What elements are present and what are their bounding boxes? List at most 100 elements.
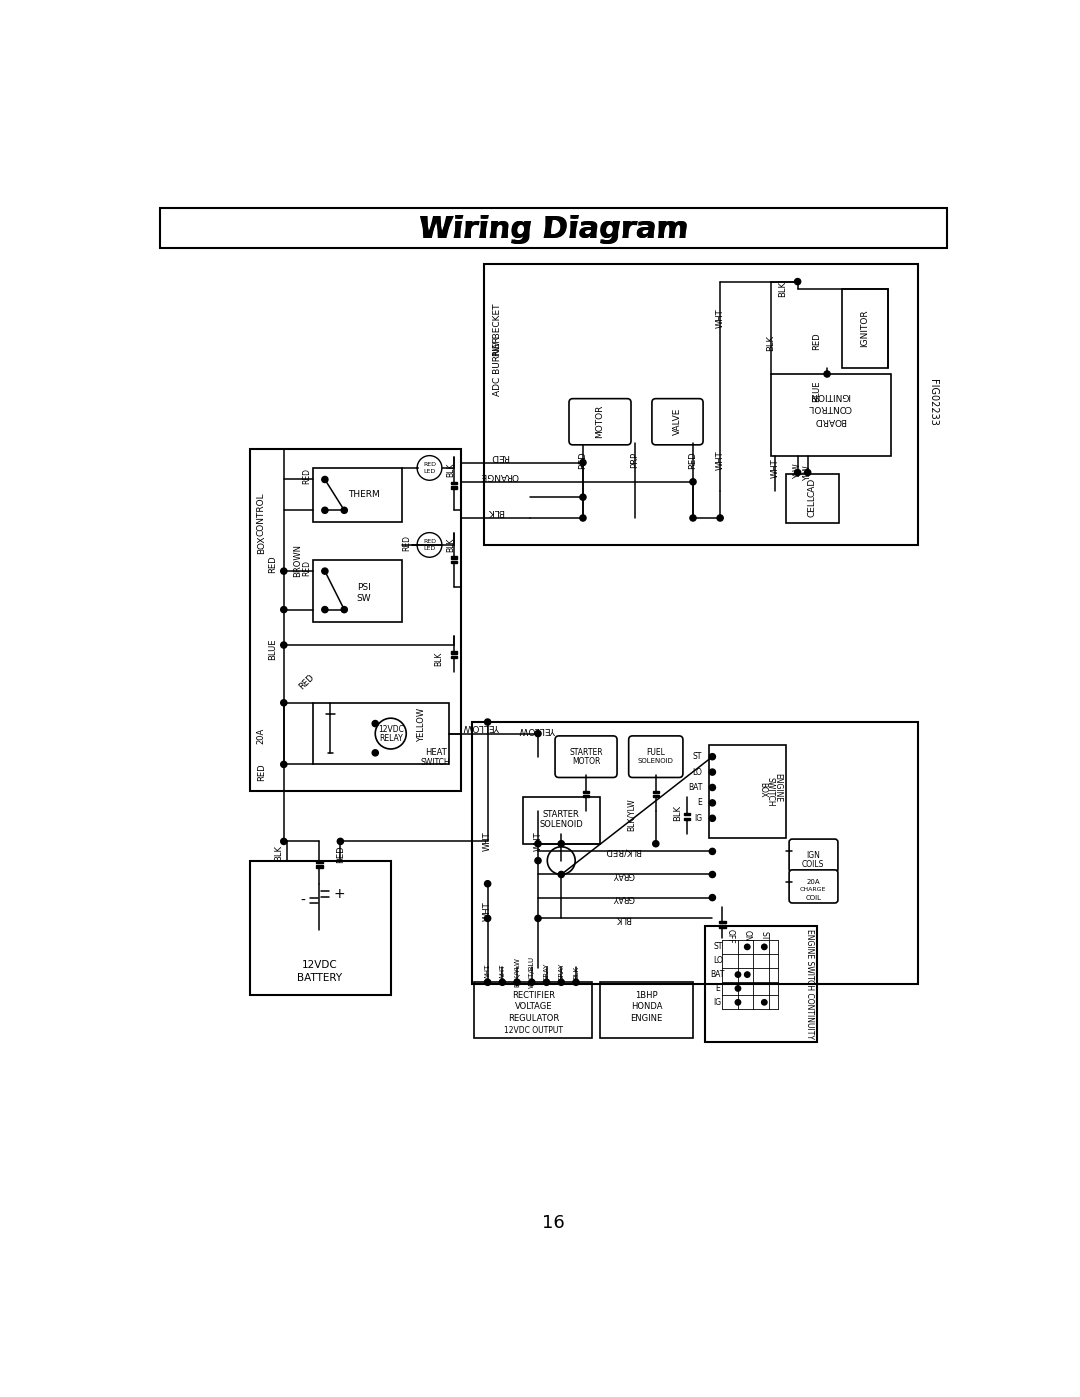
Text: BLK: BLK xyxy=(446,538,455,552)
Text: IGNITION: IGNITION xyxy=(810,391,851,400)
Text: RED: RED xyxy=(490,451,509,461)
Text: RELAY: RELAY xyxy=(379,733,403,743)
Circle shape xyxy=(322,569,328,574)
Text: E: E xyxy=(715,983,720,993)
Text: 12VDC: 12VDC xyxy=(378,725,404,735)
FancyBboxPatch shape xyxy=(629,736,683,778)
Bar xyxy=(249,861,391,996)
Text: 12VDC OUTPUT: 12VDC OUTPUT xyxy=(504,1025,563,1035)
Circle shape xyxy=(710,800,715,806)
Text: BROWN: BROWN xyxy=(294,543,302,577)
Text: SOLENOID: SOLENOID xyxy=(539,820,583,828)
Text: SWITCH: SWITCH xyxy=(421,757,450,767)
Text: YLW: YLW xyxy=(793,462,802,478)
Text: SWITCH: SWITCH xyxy=(766,777,775,806)
Circle shape xyxy=(281,761,287,767)
Text: ENGINE SWITCH CONTINUITY: ENGINE SWITCH CONTINUITY xyxy=(805,929,813,1039)
Circle shape xyxy=(417,532,442,557)
Text: CHARGE: CHARGE xyxy=(800,887,826,893)
Text: BLK: BLK xyxy=(573,965,579,979)
Text: 1BHP: 1BHP xyxy=(635,990,658,1000)
Bar xyxy=(249,448,460,791)
Bar xyxy=(583,791,590,793)
Text: CELL: CELL xyxy=(808,496,816,517)
Text: BAT: BAT xyxy=(688,782,702,792)
Text: YELLOW: YELLOW xyxy=(519,725,556,735)
Text: VOLTAGE: VOLTAGE xyxy=(514,1003,552,1011)
Circle shape xyxy=(580,460,586,465)
Circle shape xyxy=(543,979,550,985)
FancyBboxPatch shape xyxy=(555,736,617,778)
Circle shape xyxy=(341,606,348,613)
Text: RED: RED xyxy=(579,451,588,469)
Circle shape xyxy=(535,731,541,736)
Text: SOLENOID: SOLENOID xyxy=(638,759,674,764)
Text: PRP: PRP xyxy=(631,453,639,468)
Text: MOTOR: MOTOR xyxy=(572,757,600,766)
Bar xyxy=(523,798,600,844)
Text: GRAY: GRAY xyxy=(558,963,564,982)
Text: BLK: BLK xyxy=(446,462,455,476)
Text: 20A: 20A xyxy=(257,728,266,745)
Text: CONTROL: CONTROL xyxy=(257,492,266,536)
Text: MOTOR: MOTOR xyxy=(595,405,605,439)
Circle shape xyxy=(717,515,724,521)
Text: BOARD: BOARD xyxy=(814,416,847,425)
Circle shape xyxy=(824,372,831,377)
Bar xyxy=(472,722,918,983)
Text: IG: IG xyxy=(694,814,702,823)
Circle shape xyxy=(373,721,378,726)
FancyBboxPatch shape xyxy=(789,840,838,872)
Text: WHT: WHT xyxy=(483,901,492,921)
Text: LED: LED xyxy=(423,546,435,552)
Text: RED: RED xyxy=(302,468,311,483)
Circle shape xyxy=(558,979,565,985)
Bar xyxy=(704,926,816,1042)
Text: HONDA: HONDA xyxy=(631,1003,662,1011)
Circle shape xyxy=(281,643,287,648)
Text: E: E xyxy=(698,799,702,807)
Circle shape xyxy=(580,515,586,521)
Circle shape xyxy=(373,750,378,756)
Bar xyxy=(841,289,889,367)
Text: WHT: WHT xyxy=(499,964,505,981)
Text: THERM: THERM xyxy=(348,490,379,499)
Text: STARTER: STARTER xyxy=(543,810,580,819)
Bar xyxy=(316,865,323,868)
Bar xyxy=(684,813,690,816)
Text: BOX: BOX xyxy=(758,782,767,798)
Circle shape xyxy=(744,944,750,950)
Bar xyxy=(451,655,458,658)
Circle shape xyxy=(652,841,659,847)
Bar xyxy=(583,795,590,798)
Circle shape xyxy=(558,841,565,847)
Bar xyxy=(484,264,918,545)
Text: WHT/BLU: WHT/BLU xyxy=(529,956,535,988)
FancyBboxPatch shape xyxy=(569,398,631,444)
Text: RED: RED xyxy=(423,462,436,468)
Text: Wiring Diagram: Wiring Diagram xyxy=(419,215,688,243)
Text: BLK/RED: BLK/RED xyxy=(605,847,642,856)
Circle shape xyxy=(710,872,715,877)
Text: YELLOW: YELLOW xyxy=(417,708,427,742)
Text: ENGINE: ENGINE xyxy=(773,773,783,802)
Bar xyxy=(770,374,891,457)
Bar xyxy=(313,703,449,764)
Text: FUEL: FUEL xyxy=(646,747,665,757)
Text: WHT: WHT xyxy=(771,458,780,478)
Text: -: - xyxy=(300,894,306,908)
Circle shape xyxy=(805,469,811,475)
Bar xyxy=(451,651,458,654)
Text: FIG02233: FIG02233 xyxy=(928,379,939,426)
Circle shape xyxy=(281,838,287,844)
Circle shape xyxy=(710,784,715,791)
Text: LO: LO xyxy=(692,767,702,777)
Bar xyxy=(160,208,947,247)
Text: VALVE: VALVE xyxy=(673,408,681,436)
Text: 16: 16 xyxy=(542,1214,565,1232)
Bar xyxy=(708,745,786,838)
Text: ORANGE: ORANGE xyxy=(481,471,518,481)
Text: ST: ST xyxy=(760,932,769,940)
Bar xyxy=(684,817,690,820)
Circle shape xyxy=(485,979,490,985)
